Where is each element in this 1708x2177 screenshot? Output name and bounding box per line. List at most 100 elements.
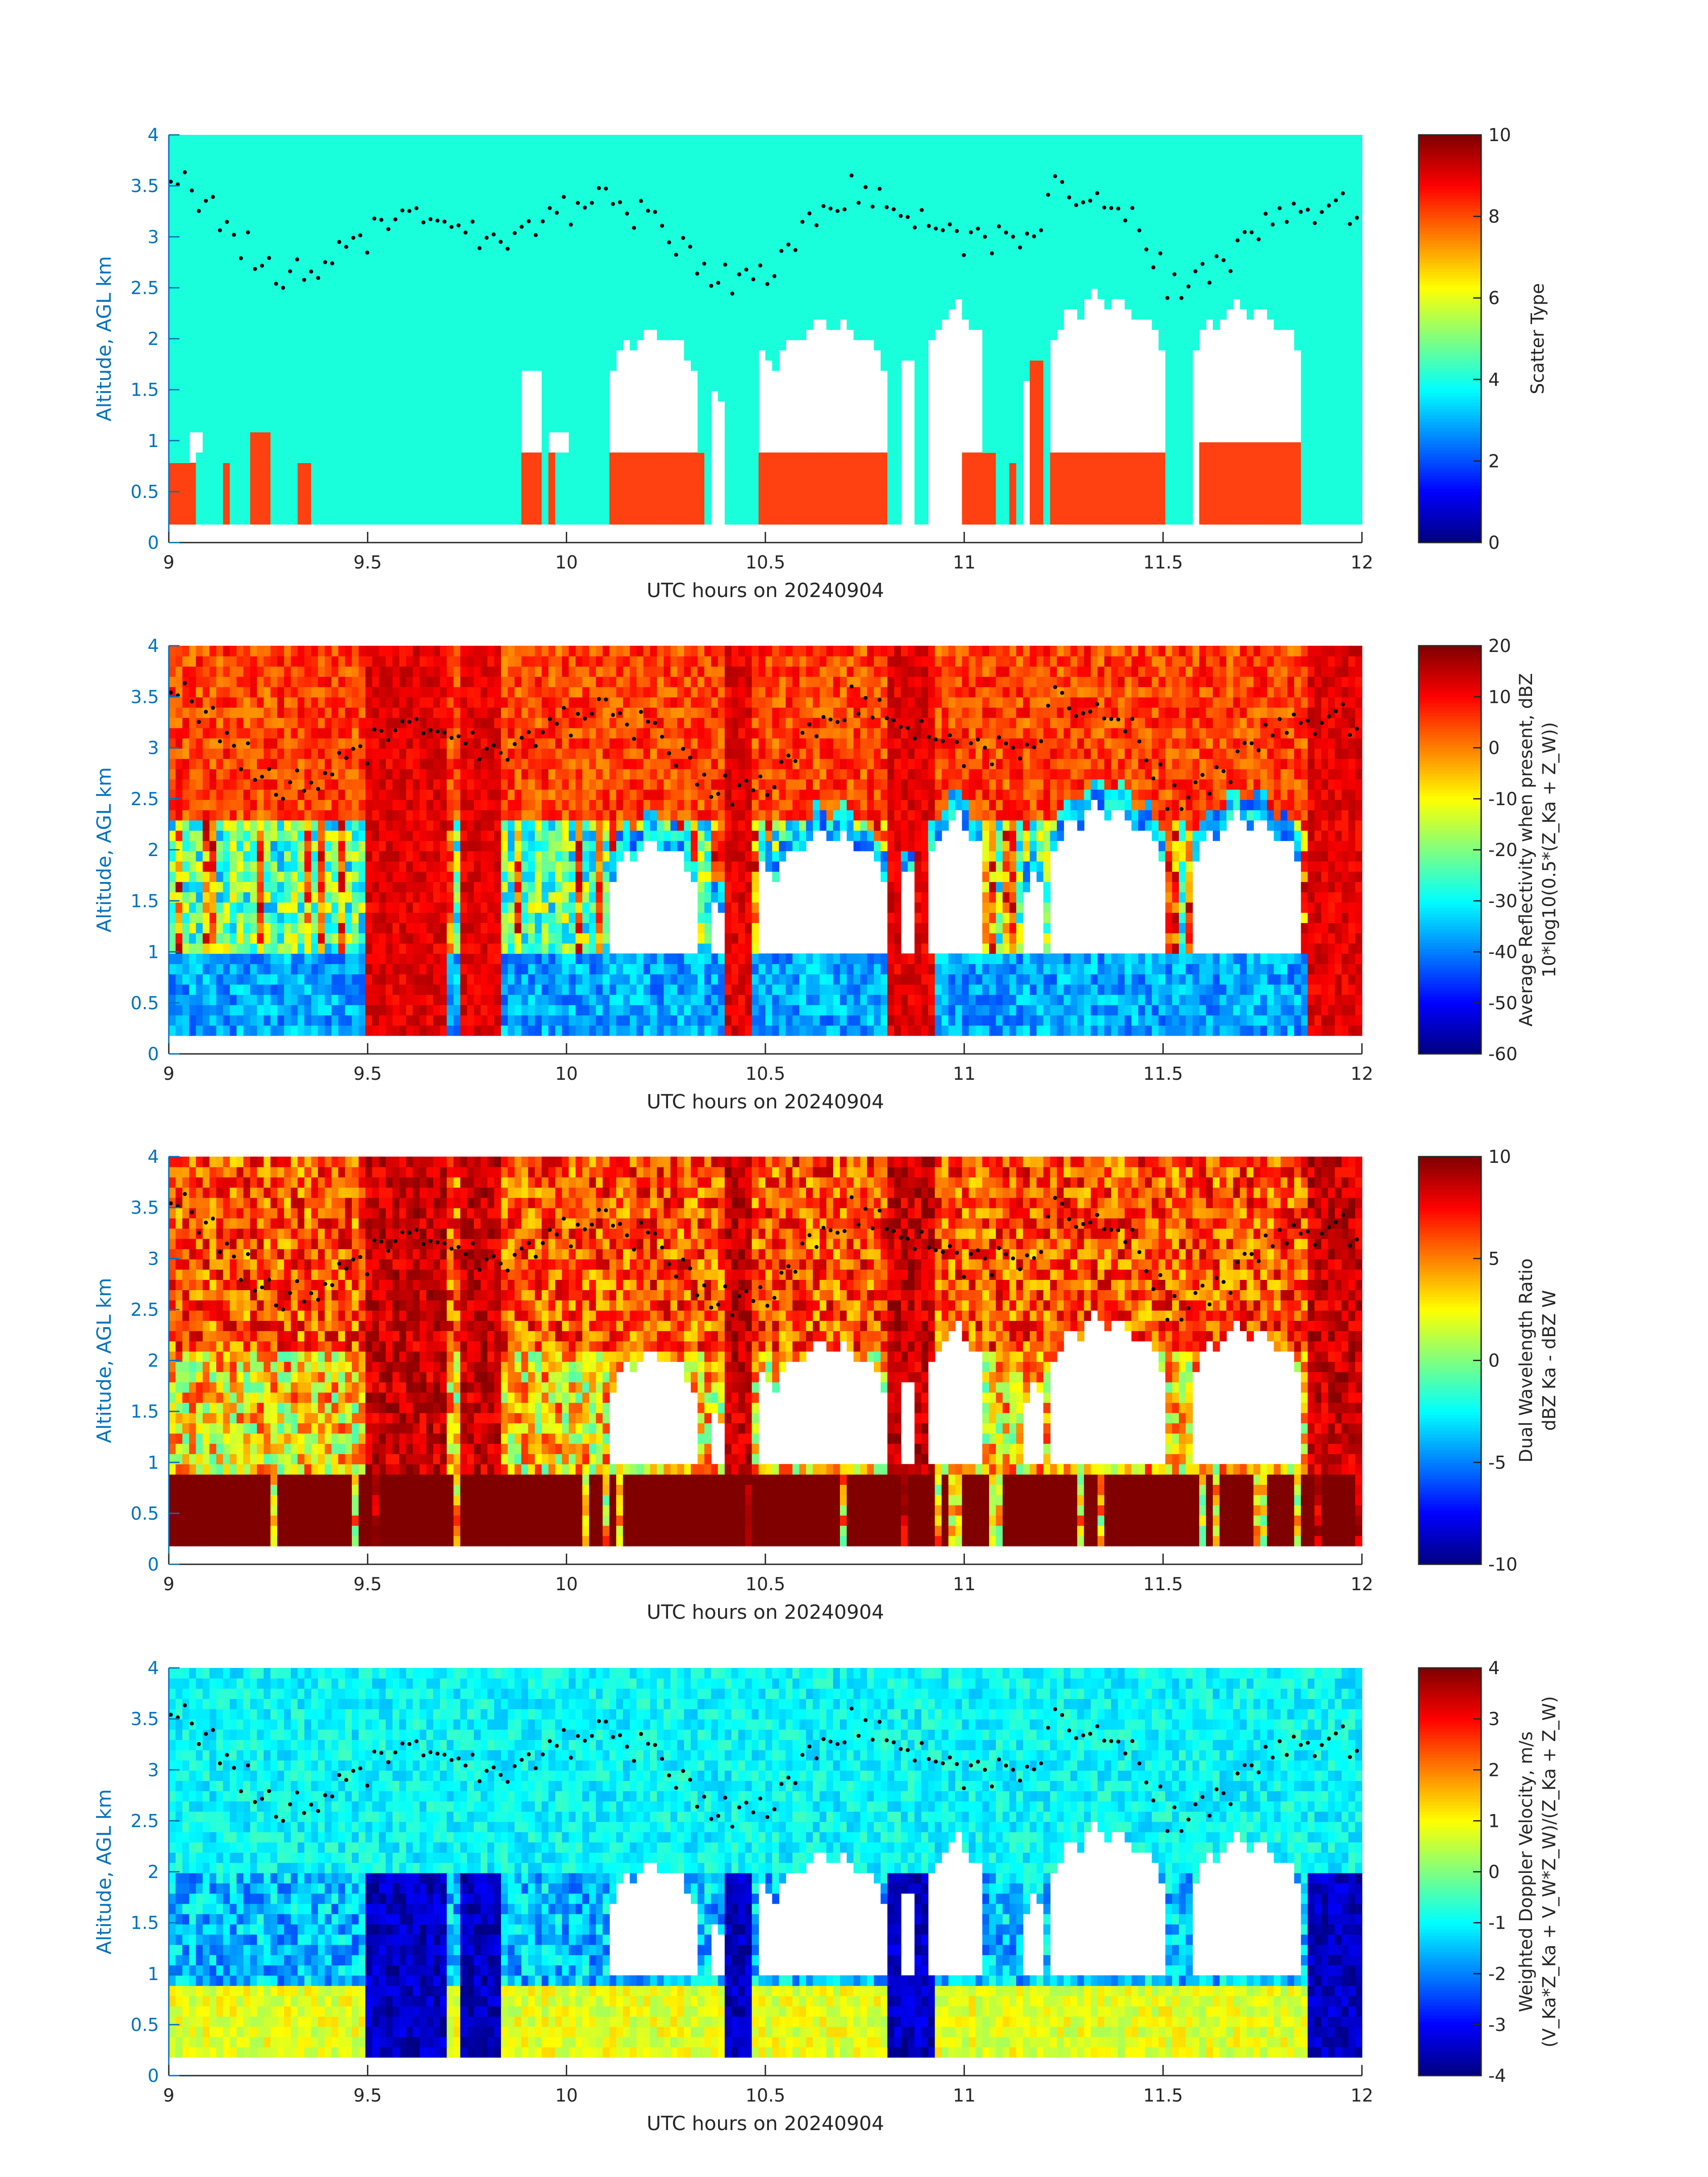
heatmap-cell — [460, 196, 468, 207]
heatmap-cell — [169, 155, 176, 166]
heatmap-cell — [514, 412, 522, 422]
heatmap-cell — [1044, 504, 1051, 514]
heatmap-cell — [264, 217, 271, 228]
heatmap-cell — [718, 391, 725, 402]
heatmap-cell — [277, 371, 284, 381]
heatmap-cell — [582, 391, 589, 402]
heatmap-cell — [827, 238, 834, 248]
heatmap-cell — [637, 452, 644, 463]
heatmap-cell — [480, 463, 488, 473]
heatmap-cell — [847, 452, 854, 463]
heatmap-cell — [1044, 483, 1051, 494]
heatmap-cell — [488, 278, 495, 289]
heatmap-cell — [894, 217, 902, 228]
heatmap-cell — [488, 412, 495, 422]
heatmap-cell — [833, 186, 840, 197]
heatmap-cell — [576, 442, 583, 453]
heatmap-cell — [915, 299, 922, 309]
heatmap-cell — [596, 278, 603, 289]
heatmap-cell — [257, 268, 264, 279]
heatmap-cell — [365, 422, 372, 433]
heatmap-cell — [847, 319, 854, 330]
heatmap-cell — [982, 483, 990, 494]
heatmap-cell — [860, 514, 868, 525]
heatmap-cell — [806, 278, 813, 289]
heatmap-cell — [203, 135, 210, 146]
heatmap-cell — [745, 432, 752, 443]
heatmap-cell — [271, 268, 278, 279]
heatmap-cell — [331, 176, 338, 187]
heatmap-cell — [277, 483, 284, 494]
heatmap-cell — [1152, 196, 1159, 207]
heatmap-cell — [433, 432, 440, 443]
heatmap-cell — [243, 238, 251, 248]
heatmap-cell — [1186, 442, 1193, 453]
heatmap-cell — [1206, 176, 1213, 187]
heatmap-cell — [393, 309, 400, 320]
heatmap-cell — [1030, 483, 1037, 494]
heatmap-cell — [996, 145, 1003, 156]
heatmap-cell — [806, 217, 813, 228]
heatmap-cell — [352, 176, 359, 187]
heatmap-cell — [1077, 278, 1084, 289]
heatmap-cell — [433, 227, 440, 238]
heatmap-cell — [1159, 493, 1166, 504]
heatmap-cell — [522, 299, 529, 309]
heatmap-cell — [460, 350, 468, 361]
heatmap-cell — [379, 247, 386, 258]
heatmap-cell — [887, 268, 894, 279]
heatmap-cell — [298, 217, 305, 228]
heatmap-cell — [704, 299, 711, 309]
heatmap-cell — [243, 196, 251, 207]
heatmap-cell — [203, 371, 210, 381]
heatmap-cell — [840, 155, 847, 166]
heatmap-cell — [1172, 166, 1179, 176]
heatmap-cell — [1077, 309, 1084, 320]
heatmap-cell — [847, 238, 854, 248]
heatmap-cell — [989, 504, 996, 514]
heatmap-cell — [1050, 473, 1057, 484]
heatmap-cell — [1199, 145, 1207, 156]
heatmap-cell — [1030, 288, 1037, 299]
heatmap-cell — [881, 155, 888, 166]
heatmap-cell — [1002, 442, 1010, 453]
heatmap-cell — [243, 504, 251, 514]
heatmap-cell — [311, 473, 318, 484]
heatmap-cell — [440, 319, 447, 330]
heatmap-cell — [372, 238, 380, 248]
heatmap-cell — [1145, 217, 1152, 228]
heatmap-cell — [799, 247, 806, 258]
heatmap-cell — [657, 309, 664, 320]
heatmap-cell — [765, 473, 773, 484]
heatmap-cell — [1159, 319, 1166, 330]
heatmap-cell — [1125, 135, 1132, 146]
heatmap-cell — [962, 493, 969, 504]
heatmap-cell — [508, 258, 515, 268]
heatmap-cell — [1064, 166, 1071, 176]
heatmap-cell — [386, 319, 393, 330]
heatmap-cell — [569, 186, 576, 197]
heatmap-cell — [1165, 493, 1173, 504]
heatmap-cell — [637, 463, 644, 473]
heatmap-cell — [528, 493, 535, 504]
heatmap-cell — [1023, 176, 1030, 187]
heatmap-cell — [752, 442, 759, 453]
heatmap-cell — [1016, 319, 1023, 330]
heatmap-cell — [643, 227, 651, 238]
heatmap-cell — [264, 278, 271, 289]
heatmap-cell — [921, 442, 928, 453]
heatmap-cell — [786, 196, 793, 207]
heatmap-cell — [881, 452, 888, 463]
heatmap-cell — [365, 504, 372, 514]
heatmap-cell — [318, 135, 325, 146]
heatmap-cell — [569, 360, 576, 371]
heatmap-cell — [318, 401, 325, 412]
heatmap-cell — [562, 268, 569, 279]
heatmap-cell — [962, 268, 969, 279]
heatmap-cell — [1186, 473, 1193, 484]
heatmap-cell — [793, 166, 800, 176]
heatmap-cell — [257, 483, 264, 494]
heatmap-cell — [426, 155, 434, 166]
heatmap-cell — [725, 514, 732, 525]
heatmap-cell — [1030, 238, 1037, 248]
